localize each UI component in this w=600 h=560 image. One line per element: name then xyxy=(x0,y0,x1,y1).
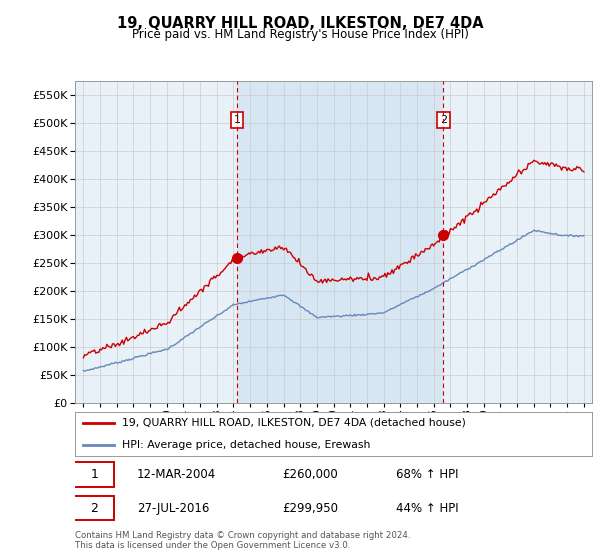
Bar xyxy=(237,81,443,403)
Text: 68% ↑ HPI: 68% ↑ HPI xyxy=(395,468,458,481)
FancyBboxPatch shape xyxy=(74,496,115,520)
Text: 27-JUL-2016: 27-JUL-2016 xyxy=(137,502,209,515)
Text: 2: 2 xyxy=(440,115,447,125)
Text: 19, QUARRY HILL ROAD, ILKESTON, DE7 4DA: 19, QUARRY HILL ROAD, ILKESTON, DE7 4DA xyxy=(116,16,484,31)
Text: 12-MAR-2004: 12-MAR-2004 xyxy=(137,468,217,481)
Text: 2: 2 xyxy=(90,502,98,515)
Text: £299,950: £299,950 xyxy=(282,502,338,515)
FancyBboxPatch shape xyxy=(74,463,115,487)
Text: 1: 1 xyxy=(90,468,98,481)
Text: 19, QUARRY HILL ROAD, ILKESTON, DE7 4DA (detached house): 19, QUARRY HILL ROAD, ILKESTON, DE7 4DA … xyxy=(122,418,466,428)
Text: 1: 1 xyxy=(233,115,241,125)
Text: Contains HM Land Registry data © Crown copyright and database right 2024.
This d: Contains HM Land Registry data © Crown c… xyxy=(75,531,410,550)
Text: £260,000: £260,000 xyxy=(282,468,338,481)
Text: 44% ↑ HPI: 44% ↑ HPI xyxy=(395,502,458,515)
Text: Price paid vs. HM Land Registry's House Price Index (HPI): Price paid vs. HM Land Registry's House … xyxy=(131,28,469,41)
Text: HPI: Average price, detached house, Erewash: HPI: Average price, detached house, Erew… xyxy=(122,440,370,450)
